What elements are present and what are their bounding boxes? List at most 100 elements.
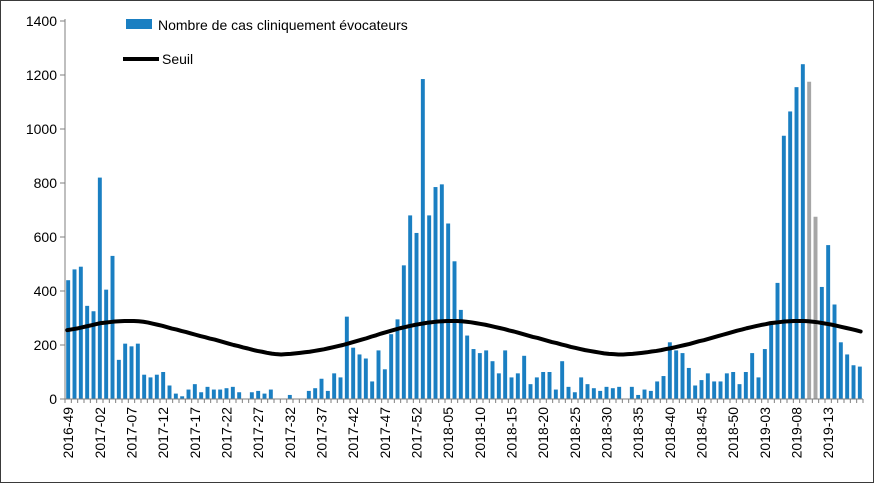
case-bar xyxy=(781,135,786,399)
threshold-line xyxy=(65,318,863,357)
case-bar xyxy=(72,269,77,399)
case-bar xyxy=(477,353,482,399)
case-bar xyxy=(389,334,394,399)
case-bar xyxy=(642,389,647,399)
case-bar xyxy=(534,377,539,399)
case-bar xyxy=(503,350,508,399)
x-tick-label: 2018-45 xyxy=(694,407,710,459)
case-bar xyxy=(528,384,533,399)
case-bar xyxy=(363,358,368,399)
case-bar xyxy=(287,394,292,399)
x-tick-label: 2017-17 xyxy=(187,407,203,459)
x-tick-label: 2017-12 xyxy=(155,407,171,459)
case-bar xyxy=(604,386,609,399)
case-bar xyxy=(515,373,520,399)
case-bar xyxy=(705,373,710,399)
case-bar xyxy=(325,390,330,399)
case-bar xyxy=(737,384,742,399)
case-bar xyxy=(794,87,799,400)
case-bar xyxy=(509,377,514,399)
legend-bar-label: Nombre de cas cliniquement évocateurs xyxy=(158,17,408,33)
case-bar xyxy=(724,373,729,399)
case-bar xyxy=(376,350,381,399)
case-bar xyxy=(769,323,774,399)
case-bar xyxy=(313,388,318,399)
case-bar xyxy=(230,386,235,399)
case-bar xyxy=(743,372,748,399)
bars xyxy=(66,64,862,400)
legend-bar-swatch xyxy=(126,19,152,29)
case-bar xyxy=(712,381,717,399)
case-bar xyxy=(661,376,666,399)
case-bar xyxy=(154,374,159,399)
case-bar xyxy=(344,316,349,399)
case-bar xyxy=(553,389,558,399)
case-bar xyxy=(674,350,679,399)
case-bar xyxy=(192,384,197,399)
case-bar xyxy=(636,394,641,399)
legend-line-label: Seuil xyxy=(162,51,193,67)
case-bar xyxy=(427,215,432,399)
case-bar xyxy=(807,81,812,399)
case-bar xyxy=(357,354,362,399)
x-tick-label: 2017-37 xyxy=(314,407,330,459)
case-bar xyxy=(756,377,761,399)
case-bar xyxy=(617,386,622,399)
x-tick-label: 2018-25 xyxy=(567,407,583,459)
case-bar xyxy=(484,350,489,399)
x-tick-label: 2019-08 xyxy=(789,407,805,459)
x-tick-label: 2018-30 xyxy=(599,407,615,459)
y-axis: 0 200 400 600 800 1000 1200 1400 xyxy=(26,13,66,407)
case-bar xyxy=(832,304,837,399)
case-bar xyxy=(693,385,698,399)
case-bar xyxy=(490,361,495,399)
x-tick-label: 2018-50 xyxy=(725,407,741,459)
case-bar xyxy=(408,215,413,399)
case-bar xyxy=(439,184,444,399)
case-bar xyxy=(66,280,71,399)
case-bar xyxy=(135,343,140,399)
case-bar xyxy=(97,177,102,399)
case-bar xyxy=(857,366,862,399)
case-bar xyxy=(338,377,343,399)
case-bar xyxy=(471,349,476,399)
x-tick-label: 2017-07 xyxy=(124,407,140,459)
x-tick-label: 2018-05 xyxy=(440,407,456,459)
y-tick-label: 1400 xyxy=(26,13,57,29)
case-bar xyxy=(205,386,210,399)
y-tick-label: 1000 xyxy=(26,121,57,137)
y-tick-label: 600 xyxy=(34,229,58,245)
case-bar xyxy=(579,377,584,399)
case-bar xyxy=(845,354,850,399)
case-bar xyxy=(598,390,603,399)
case-bar xyxy=(851,365,856,399)
case-bar xyxy=(319,378,324,399)
threshold-line-group xyxy=(65,318,863,357)
case-bar xyxy=(775,282,780,399)
case-bar xyxy=(667,342,672,399)
x-tick-label: 2018-15 xyxy=(504,407,520,459)
case-bar xyxy=(249,392,254,399)
case-bar xyxy=(420,79,425,400)
case-bar xyxy=(838,342,843,399)
case-bar xyxy=(142,374,147,399)
case-bar xyxy=(788,111,793,399)
case-bar xyxy=(180,396,185,399)
case-bar xyxy=(522,355,527,399)
case-bar xyxy=(395,319,400,399)
case-bar xyxy=(256,390,261,399)
case-bar xyxy=(237,392,242,399)
case-bar xyxy=(382,369,387,399)
x-tick-label: 2019-13 xyxy=(820,407,836,459)
case-bar xyxy=(686,367,691,399)
x-axis: 2016-49 2017-02 2017-07 2017-12 2017-17 2017-… xyxy=(60,398,864,459)
case-bar xyxy=(262,393,267,399)
y-tick-label: 800 xyxy=(34,175,58,191)
x-tick-label: 2018-40 xyxy=(662,407,678,459)
case-bar xyxy=(731,372,736,399)
case-bar xyxy=(332,373,337,399)
case-bar xyxy=(148,377,153,399)
x-tick-label: 2018-35 xyxy=(630,407,646,459)
